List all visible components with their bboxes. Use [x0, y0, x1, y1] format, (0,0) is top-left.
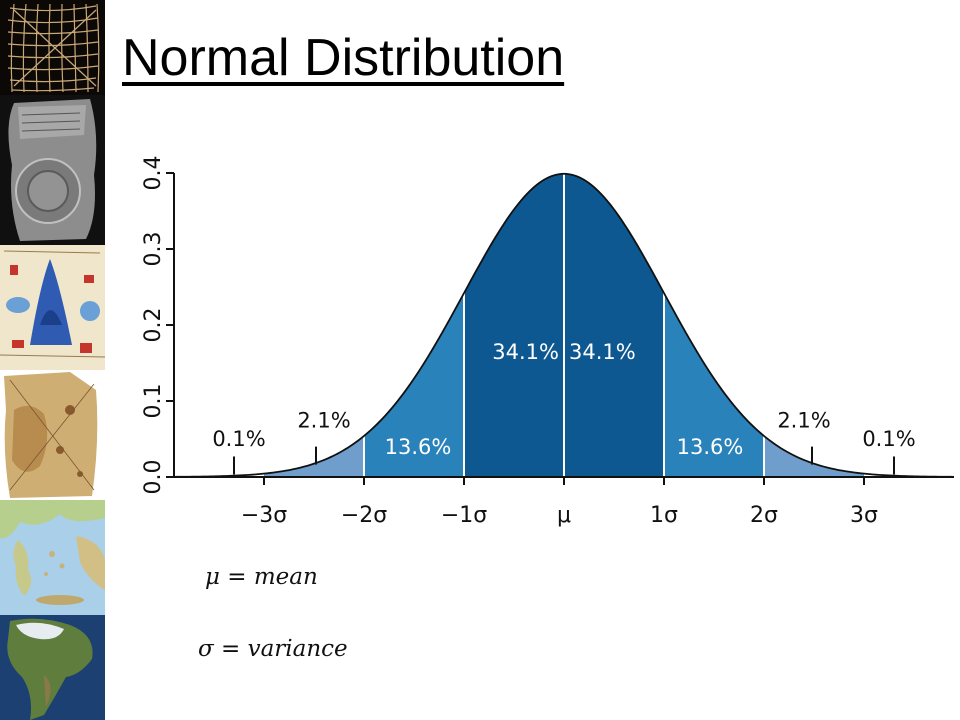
north-america-satellite-image — [0, 615, 105, 720]
band-area-3 — [464, 173, 564, 478]
band-label-4: 34.1% — [569, 340, 636, 364]
y-tick-label-3: 0.3 — [141, 232, 166, 267]
normal-distribution-chart: 0.0 0.1 0.2 0.3 0.4 −3σ −2σ −1σ μ 1σ 2σ 3σ 34.1% 34.1… — [141, 156, 955, 528]
band-label-1: 2.1% — [297, 409, 350, 433]
band-label-7: 0.1% — [862, 427, 915, 451]
slide-title: Normal Distribution — [122, 29, 565, 87]
x-tick-label-0: −3σ — [241, 503, 287, 528]
x-tick-label-6: 3σ — [850, 503, 878, 528]
x-tick-label-4: 1σ — [650, 503, 678, 528]
y-tick-label-2: 0.2 — [141, 308, 166, 343]
y-tick-label-0: 0.0 — [141, 460, 166, 495]
sigma-definition: σ = variance — [198, 636, 348, 662]
y-tick-label-4: 0.4 — [141, 156, 166, 191]
band-area-4 — [564, 173, 664, 478]
band-label-6: 2.1% — [777, 409, 830, 433]
piri-reis-map-image — [0, 370, 105, 500]
density-curve — [173, 172, 955, 478]
aegean-map-image — [0, 500, 105, 615]
band-label-2: 13.6% — [385, 435, 452, 459]
band-label-0: 0.1% — [212, 427, 265, 451]
y-tick-label-1: 0.1 — [141, 384, 166, 419]
mu-definition: μ = mean — [205, 564, 318, 590]
babylonian-tablet-map-image — [0, 95, 105, 245]
medieval-map-image — [0, 245, 105, 370]
band-label-3: 34.1% — [492, 340, 559, 364]
x-tick-label-3: μ — [557, 503, 571, 528]
x-tick-label-1: −2σ — [341, 503, 387, 528]
band-label-5: 13.6% — [677, 435, 744, 459]
x-tick-label-5: 2σ — [750, 503, 778, 528]
band-area-1 — [264, 435, 364, 477]
x-tick-label-2: −1σ — [441, 503, 487, 528]
grid-map-image — [0, 0, 105, 95]
band-area-6 — [764, 435, 864, 477]
sidebar-images — [0, 0, 105, 720]
